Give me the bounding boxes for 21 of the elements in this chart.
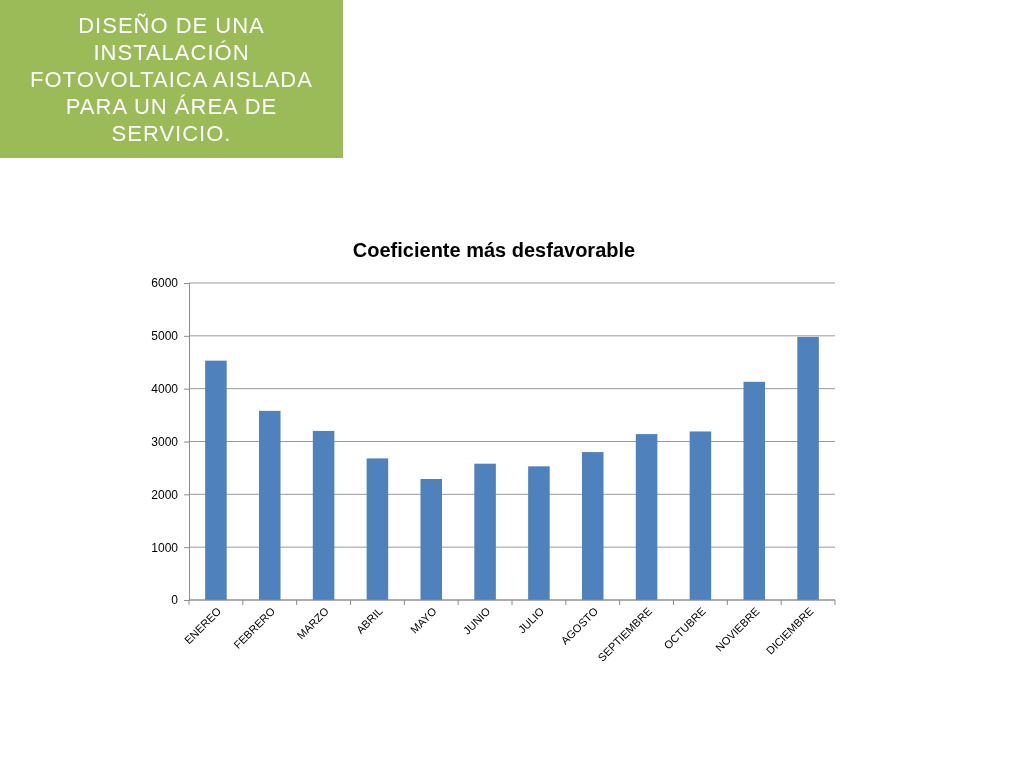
bar xyxy=(581,452,604,600)
y-tick-label: 3000 xyxy=(151,434,179,449)
bar xyxy=(205,360,227,600)
bar xyxy=(635,434,658,600)
bar xyxy=(797,336,819,600)
y-tick-label: 6000 xyxy=(151,276,179,291)
bar xyxy=(312,430,335,600)
bar xyxy=(366,458,389,600)
y-tick-label: 4000 xyxy=(151,382,179,397)
bar xyxy=(474,463,496,600)
chart-title: Coeficiente más desfavorable xyxy=(352,239,636,261)
y-tick-label: 5000 xyxy=(151,329,179,344)
bar xyxy=(258,410,281,600)
y-tick-label: 0 xyxy=(171,593,179,608)
bar xyxy=(743,381,766,600)
y-tick-label: 2000 xyxy=(151,487,179,502)
bar xyxy=(689,431,712,600)
text: DISEÑO DE UNA INSTALACIÓN FOTOVOLTAICA AISLADA PARA UN ÁREA DE SERVICIO. xyxy=(0,0,343,158)
y-tick-label: 1000 xyxy=(151,540,179,555)
bar xyxy=(528,466,550,600)
bar xyxy=(420,479,443,600)
